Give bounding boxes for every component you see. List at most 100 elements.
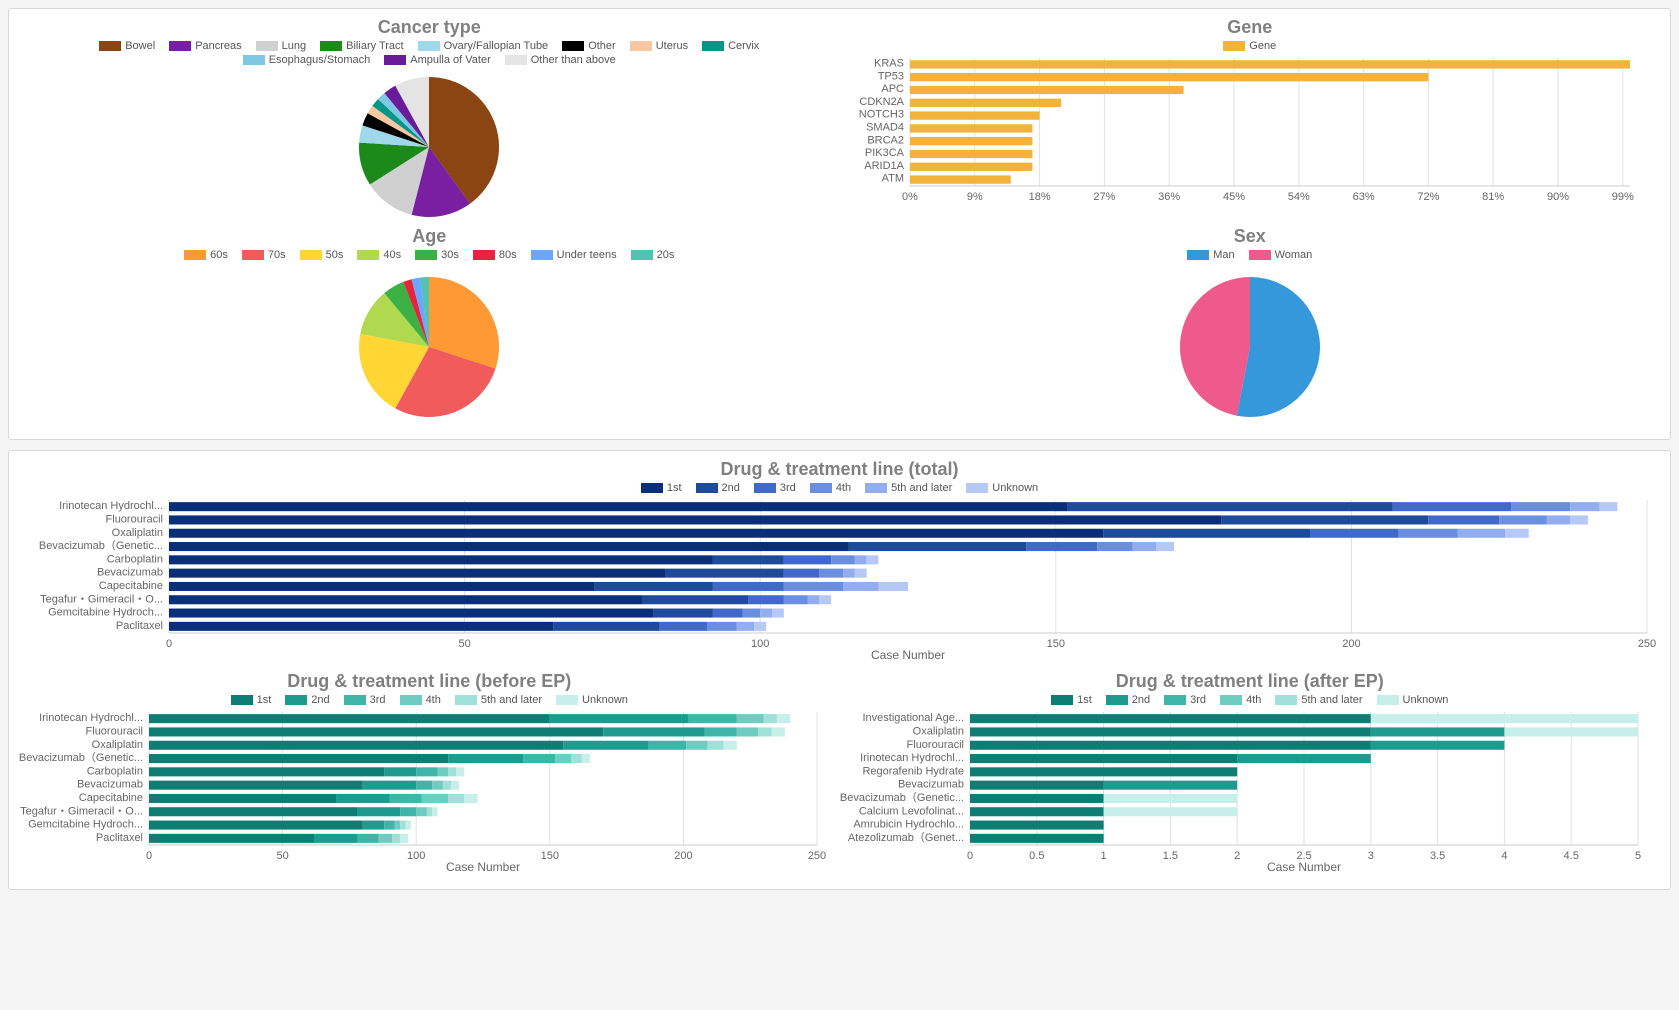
legend-swatch: [243, 55, 265, 65]
cancer-type-pie: [279, 70, 579, 220]
legend-item[interactable]: 1st: [1051, 694, 1092, 706]
legend-item[interactable]: 70s: [242, 249, 286, 261]
legend-item[interactable]: 4th: [1220, 694, 1261, 706]
legend-item[interactable]: Cervix: [702, 40, 759, 52]
bar-segment: [379, 834, 392, 843]
bar-segment: [1370, 714, 1637, 723]
legend-item[interactable]: 50s: [300, 249, 344, 261]
bar-segment: [416, 767, 437, 776]
bar-segment: [448, 767, 456, 776]
bar-segment: [758, 727, 771, 736]
legend-item[interactable]: Ovary/Fallopian Tube: [418, 40, 549, 52]
x-tick: 3.5: [1429, 850, 1444, 862]
legend-item[interactable]: Unknown: [556, 694, 628, 706]
legend-item[interactable]: 3rd: [1164, 694, 1206, 706]
legend-item[interactable]: Under teens: [531, 249, 617, 261]
bar-segment: [149, 767, 384, 776]
legend-item[interactable]: 1st: [641, 482, 682, 494]
bar-segment: [149, 834, 315, 843]
y-label: Fluorouracil: [86, 725, 143, 737]
bar-segment: [443, 781, 451, 790]
legend-item[interactable]: Unknown: [966, 482, 1038, 494]
drug-before-chart: 050100150200250Case NumberIrinotecan Hyd…: [19, 710, 829, 875]
legend-item[interactable]: 2nd: [285, 694, 329, 706]
bar-segment: [448, 754, 523, 763]
legend-swatch: [1106, 695, 1128, 705]
legend-item[interactable]: 30s: [415, 249, 459, 261]
legend-item[interactable]: 5th and later: [1275, 694, 1362, 706]
legend-swatch: [320, 41, 342, 51]
bar-segment: [1370, 741, 1504, 750]
bar-segment: [754, 622, 766, 631]
x-tick: 150: [1047, 638, 1065, 650]
legend-item[interactable]: Other: [562, 40, 616, 52]
legend-item[interactable]: Other than above: [505, 54, 616, 66]
legend-item[interactable]: Unknown: [1377, 694, 1449, 706]
legend-label: Uterus: [656, 40, 688, 52]
legend-swatch: [415, 250, 437, 260]
legend-item[interactable]: Pancreas: [169, 40, 241, 52]
legend-item[interactable]: 4th: [400, 694, 441, 706]
bar-segment: [438, 767, 449, 776]
legend-item[interactable]: Gene: [1223, 40, 1276, 52]
x-tick: 4: [1501, 850, 1507, 862]
bar-segment: [422, 794, 449, 803]
legend-item[interactable]: Man: [1187, 249, 1234, 261]
y-label: Paclitaxel: [116, 620, 163, 632]
legend-item[interactable]: 80s: [473, 249, 517, 261]
bar-segment: [400, 821, 405, 830]
legend-item[interactable]: Bowel: [99, 40, 155, 52]
bar-segment: [432, 807, 437, 816]
bar-segment: [970, 834, 1104, 843]
top-panel: Cancer type BowelPancreasLungBiliary Tra…: [8, 8, 1671, 440]
legend-item[interactable]: 5th and later: [865, 482, 952, 494]
legend-item[interactable]: Ampulla of Vater: [384, 54, 491, 66]
legend-item[interactable]: 2nd: [1106, 694, 1150, 706]
bar-segment: [686, 741, 707, 750]
legend-label: Woman: [1275, 249, 1313, 261]
legend-swatch: [300, 250, 322, 260]
legend-item[interactable]: 3rd: [754, 482, 796, 494]
legend-item[interactable]: 60s: [184, 249, 228, 261]
bar-segment: [777, 714, 790, 723]
legend-item[interactable]: Woman: [1249, 249, 1313, 261]
sex-title: Sex: [840, 226, 1661, 247]
bar-segment: [772, 609, 784, 618]
legend-label: 50s: [326, 249, 344, 261]
y-label: Irinotecan Hydrochl...: [59, 500, 163, 512]
legend-item[interactable]: Uterus: [630, 40, 688, 52]
bar-segment: [1237, 754, 1371, 763]
bar-segment: [456, 767, 464, 776]
legend-swatch: [865, 483, 887, 493]
legend-item[interactable]: Esophagus/Stomach: [243, 54, 371, 66]
x-tick: 0.5: [1029, 850, 1044, 862]
legend-item[interactable]: 3rd: [344, 694, 386, 706]
x-tick: 3: [1367, 850, 1373, 862]
y-label: Carboplatin: [107, 553, 163, 565]
x-tick: 0: [966, 850, 972, 862]
legend-item[interactable]: 2nd: [696, 482, 740, 494]
legend-item[interactable]: 20s: [631, 249, 675, 261]
bar-segment: [649, 741, 686, 750]
y-label: Fluorouracil: [906, 739, 963, 751]
legend-item[interactable]: 1st: [231, 694, 272, 706]
bar-segment: [748, 595, 783, 604]
bar-segment: [1399, 529, 1458, 538]
drug-before-legend: 1st 2nd 3rd 4th 5th and later Unknown: [19, 694, 840, 710]
legend-item[interactable]: Biliary Tract: [320, 40, 403, 52]
bar-segment: [357, 807, 400, 816]
drug-total-chart: 050100150200250Case NumberIrinotecan Hyd…: [19, 498, 1659, 663]
y-label: SMAD4: [866, 121, 904, 133]
legend-item[interactable]: Lung: [256, 40, 306, 52]
legend-label: 30s: [441, 249, 459, 261]
y-label: Bevacizumab: [97, 567, 163, 579]
age-title: Age: [19, 226, 840, 247]
bar-segment: [416, 781, 432, 790]
legend-item[interactable]: 5th and later: [455, 694, 542, 706]
legend-item[interactable]: 4th: [810, 482, 851, 494]
drug-before-title: Drug & treatment line (before EP): [19, 671, 840, 692]
x-axis-label: Case Number: [446, 860, 520, 874]
legend-label: 1st: [257, 694, 272, 706]
bar-segment: [1570, 515, 1588, 524]
legend-item[interactable]: 40s: [357, 249, 401, 261]
